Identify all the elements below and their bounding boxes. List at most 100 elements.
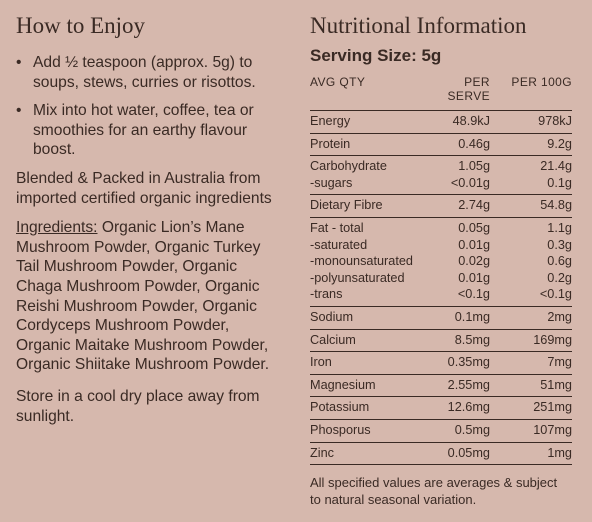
- ingredients-label: Ingredients:: [16, 219, 98, 237]
- nutrient-group: Iron 0.35mg 7mg: [310, 352, 572, 375]
- nutrient-per-100g: <0.1g: [539, 287, 572, 302]
- usage-tip: • Add ½ teaspoon (approx. 5g) to soups, …: [16, 53, 278, 92]
- nutrient-per-serve: 2.55mg: [447, 377, 490, 392]
- nutrient-per-100g: 1mg: [547, 445, 572, 460]
- how-to-enjoy-section: How to Enjoy • Add ½ teaspoon (approx. 5…: [16, 12, 278, 426]
- nutrient-per-serve: 0.01g: [458, 270, 490, 285]
- nutrient-group: Potassium 12.6mg 251mg: [310, 397, 572, 420]
- nutrient-per-serve: 12.6mg: [447, 400, 490, 415]
- nutrient-per-100g: 0.2g: [547, 270, 572, 285]
- nutrient-row: Calcium 8.5mg 169mg: [310, 332, 572, 349]
- nutrient-row: Fat - total 0.05g 1.1g: [310, 220, 572, 237]
- nutrient-group: Protein 0.46g 9.2g: [310, 134, 572, 157]
- nutrient-group: Carbohydrate 1.05g 21.4g -sugars <0.01g 0.1g: [310, 156, 572, 196]
- nutrient-per-100g: 107mg: [533, 422, 572, 437]
- how-to-enjoy-title: How to Enjoy: [16, 13, 146, 38]
- nutrient-per-100g: 978kJ: [538, 114, 572, 128]
- nutrient-per-100g: 51mg: [540, 377, 572, 392]
- nutrient-name: Energy: [310, 114, 351, 128]
- nutrient-group: Fat - total 0.05g 1.1g -saturated 0.01g 0.3g -…: [310, 218, 572, 307]
- nutrient-row: Iron 0.35mg 7mg: [310, 354, 572, 371]
- bullet-icon: •: [16, 54, 22, 71]
- nutrient-row: -saturated 0.01g 0.3g: [310, 237, 572, 254]
- nutrient-name: Iron: [310, 355, 332, 370]
- header-per-100g: PER 100G: [511, 75, 572, 89]
- nutrition-table-header: AVG QTY PER SERVE PER 100G: [310, 75, 572, 111]
- nutrient-per-100g: 21.4g: [540, 159, 572, 174]
- nutrient-per-serve: 0.1mg: [454, 309, 490, 324]
- ingredients-text: Organic Lion’s Mane Mushroom Powder, Org…: [16, 219, 270, 374]
- nutrient-row: -polyunsaturated 0.01g 0.2g: [310, 270, 572, 287]
- nutrient-per-serve: 0.5mg: [454, 422, 490, 437]
- nutrient-per-serve: 8.5mg: [454, 332, 490, 347]
- nutrient-per-serve: <0.1g: [457, 287, 490, 302]
- nutrient-name: -sugars: [310, 175, 353, 190]
- nutrient-per-serve: 0.02g: [458, 254, 490, 269]
- nutrient-per-serve: 0.01g: [458, 237, 490, 252]
- nutrient-per-serve: 0.05g: [458, 220, 490, 235]
- nutrient-row: -monounsaturated 0.02g 0.6g: [310, 253, 572, 270]
- nutrient-name: Magnesium: [310, 377, 376, 392]
- nutrient-row: Dietary Fibre 2.74g 54.8g: [310, 197, 572, 214]
- nutrient-per-100g: 54.8g: [540, 198, 572, 213]
- nutrient-row: Energy 48.9kJ 978kJ: [310, 113, 572, 130]
- nutrient-per-serve: 2.74g: [458, 198, 490, 213]
- nutrient-name: -trans: [310, 287, 343, 302]
- nutrient-per-100g: 169mg: [533, 332, 572, 347]
- nutrient-row: Phosporus 0.5mg 107mg: [310, 422, 572, 439]
- nutrient-per-100g: 7mg: [547, 355, 572, 370]
- nutrient-per-100g: 251mg: [533, 400, 572, 415]
- nutrient-name: Protein: [310, 136, 351, 151]
- nutrient-name: -saturated: [310, 237, 368, 252]
- nutrient-group: Calcium 8.5mg 169mg: [310, 330, 572, 353]
- nutrient-per-serve: 1.05g: [458, 159, 490, 174]
- nutrient-group: Dietary Fibre 2.74g 54.8g: [310, 195, 572, 218]
- nutrient-per-100g: 0.1g: [547, 175, 572, 190]
- nutrient-row: Magnesium 2.55mg 51mg: [310, 377, 572, 394]
- nutrient-per-serve: 0.35mg: [447, 355, 490, 370]
- usage-tip-text: Mix into hot water, coffee, tea or smoot…: [33, 102, 254, 159]
- nutrient-row: Protein 0.46g 9.2g: [310, 136, 572, 153]
- usage-tips-list: • Add ½ teaspoon (approx. 5g) to soups, …: [16, 53, 278, 160]
- nutrient-per-serve: <0.01g: [450, 175, 490, 190]
- nutrient-row: Potassium 12.6mg 251mg: [310, 399, 572, 416]
- nutrition-footnote: All specified values are averages & subj…: [310, 475, 558, 508]
- nutrient-row: Carbohydrate 1.05g 21.4g: [310, 158, 572, 175]
- nutrient-name: Fat - total: [310, 220, 364, 235]
- nutrient-per-100g: 2mg: [547, 309, 572, 324]
- nutrient-group: Zinc 0.05mg 1mg: [310, 443, 572, 466]
- nutrient-per-100g: 0.3g: [547, 237, 572, 252]
- nutrient-name: Phosporus: [310, 422, 371, 437]
- header-avg-qty: AVG QTY: [310, 75, 366, 89]
- nutrient-per-serve: 0.05mg: [447, 445, 490, 460]
- nutrition-title: Nutritional Information: [310, 13, 527, 38]
- nutrient-name: Dietary Fibre: [310, 198, 383, 213]
- nutrient-group: Magnesium 2.55mg 51mg: [310, 375, 572, 398]
- nutrient-name: Potassium: [310, 400, 370, 415]
- nutrient-per-100g: 9.2g: [547, 136, 572, 151]
- nutrient-name: -polyunsaturated: [310, 270, 405, 285]
- header-per-serve: PER SERVE: [447, 75, 490, 103]
- nutrient-row: Sodium 0.1mg 2mg: [310, 309, 572, 326]
- nutrient-name: Carbohydrate: [310, 159, 387, 174]
- serving-size: Serving Size: 5g: [310, 46, 442, 65]
- nutrient-group: Phosporus 0.5mg 107mg: [310, 420, 572, 443]
- nutrient-group: Sodium 0.1mg 2mg: [310, 307, 572, 330]
- origin-statement: Blended & Packed in Australia from impor…: [16, 169, 272, 207]
- nutrient-group: Energy 48.9kJ 978kJ: [310, 111, 572, 134]
- nutrient-per-100g: 1.1g: [547, 220, 572, 235]
- usage-tip: • Mix into hot water, coffee, tea or smo…: [16, 101, 278, 160]
- nutrition-section: Nutritional Information Serving Size: 5g…: [310, 12, 572, 508]
- nutrient-row: Zinc 0.05mg 1mg: [310, 445, 572, 462]
- bullet-icon: •: [16, 102, 22, 120]
- nutrient-per-100g: 0.6g: [547, 254, 572, 269]
- storage-instructions: Store in a cool dry place away from sunl…: [16, 387, 260, 425]
- usage-tip-text: Add ½ teaspoon (approx. 5g) to soups, st…: [33, 54, 256, 91]
- nutrient-name: Calcium: [310, 332, 356, 347]
- nutrient-per-serve: 0.46g: [458, 136, 490, 151]
- ingredients-statement: Ingredients: Organic Lion’s Mane Mushroo…: [16, 218, 278, 375]
- nutrient-row: -trans <0.1g <0.1g: [310, 286, 572, 303]
- nutrient-row: -sugars <0.01g 0.1g: [310, 175, 572, 192]
- nutrition-table-body: Energy 48.9kJ 978kJ Protein 0.46g 9.2g Carbohy…: [310, 111, 572, 466]
